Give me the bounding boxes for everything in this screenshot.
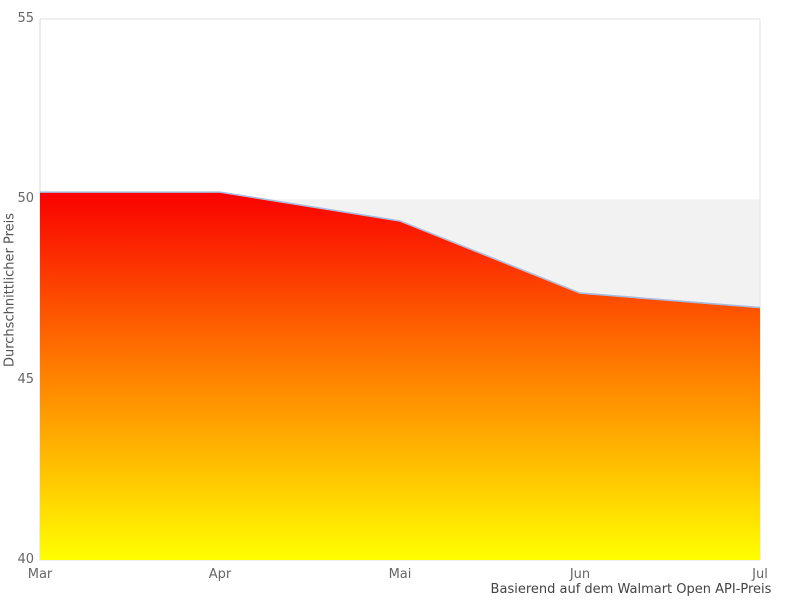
x-tick-label-mar: Mar bbox=[27, 567, 53, 582]
y-tick-label-50: 50 bbox=[17, 191, 34, 207]
x-tick-label-jun: Jun bbox=[569, 567, 591, 582]
y-axis-title: Durchschnittlicher Preis bbox=[2, 212, 18, 368]
x-tick-label-mai: Mai bbox=[388, 567, 412, 582]
y-tick-label-40: 40 bbox=[17, 552, 34, 567]
price-line bbox=[40, 191, 761, 309]
y-tick-label-45: 45 bbox=[17, 371, 34, 387]
chart-caption: Basierend auf dem Walmart Open API-Preis bbox=[490, 582, 772, 597]
x-tick-label-apr: Apr bbox=[208, 567, 232, 582]
x-tick-label-jul: Jul bbox=[752, 567, 768, 582]
price-area-fill bbox=[40, 192, 760, 560]
y-tick-label-55: 55 bbox=[17, 11, 34, 26]
